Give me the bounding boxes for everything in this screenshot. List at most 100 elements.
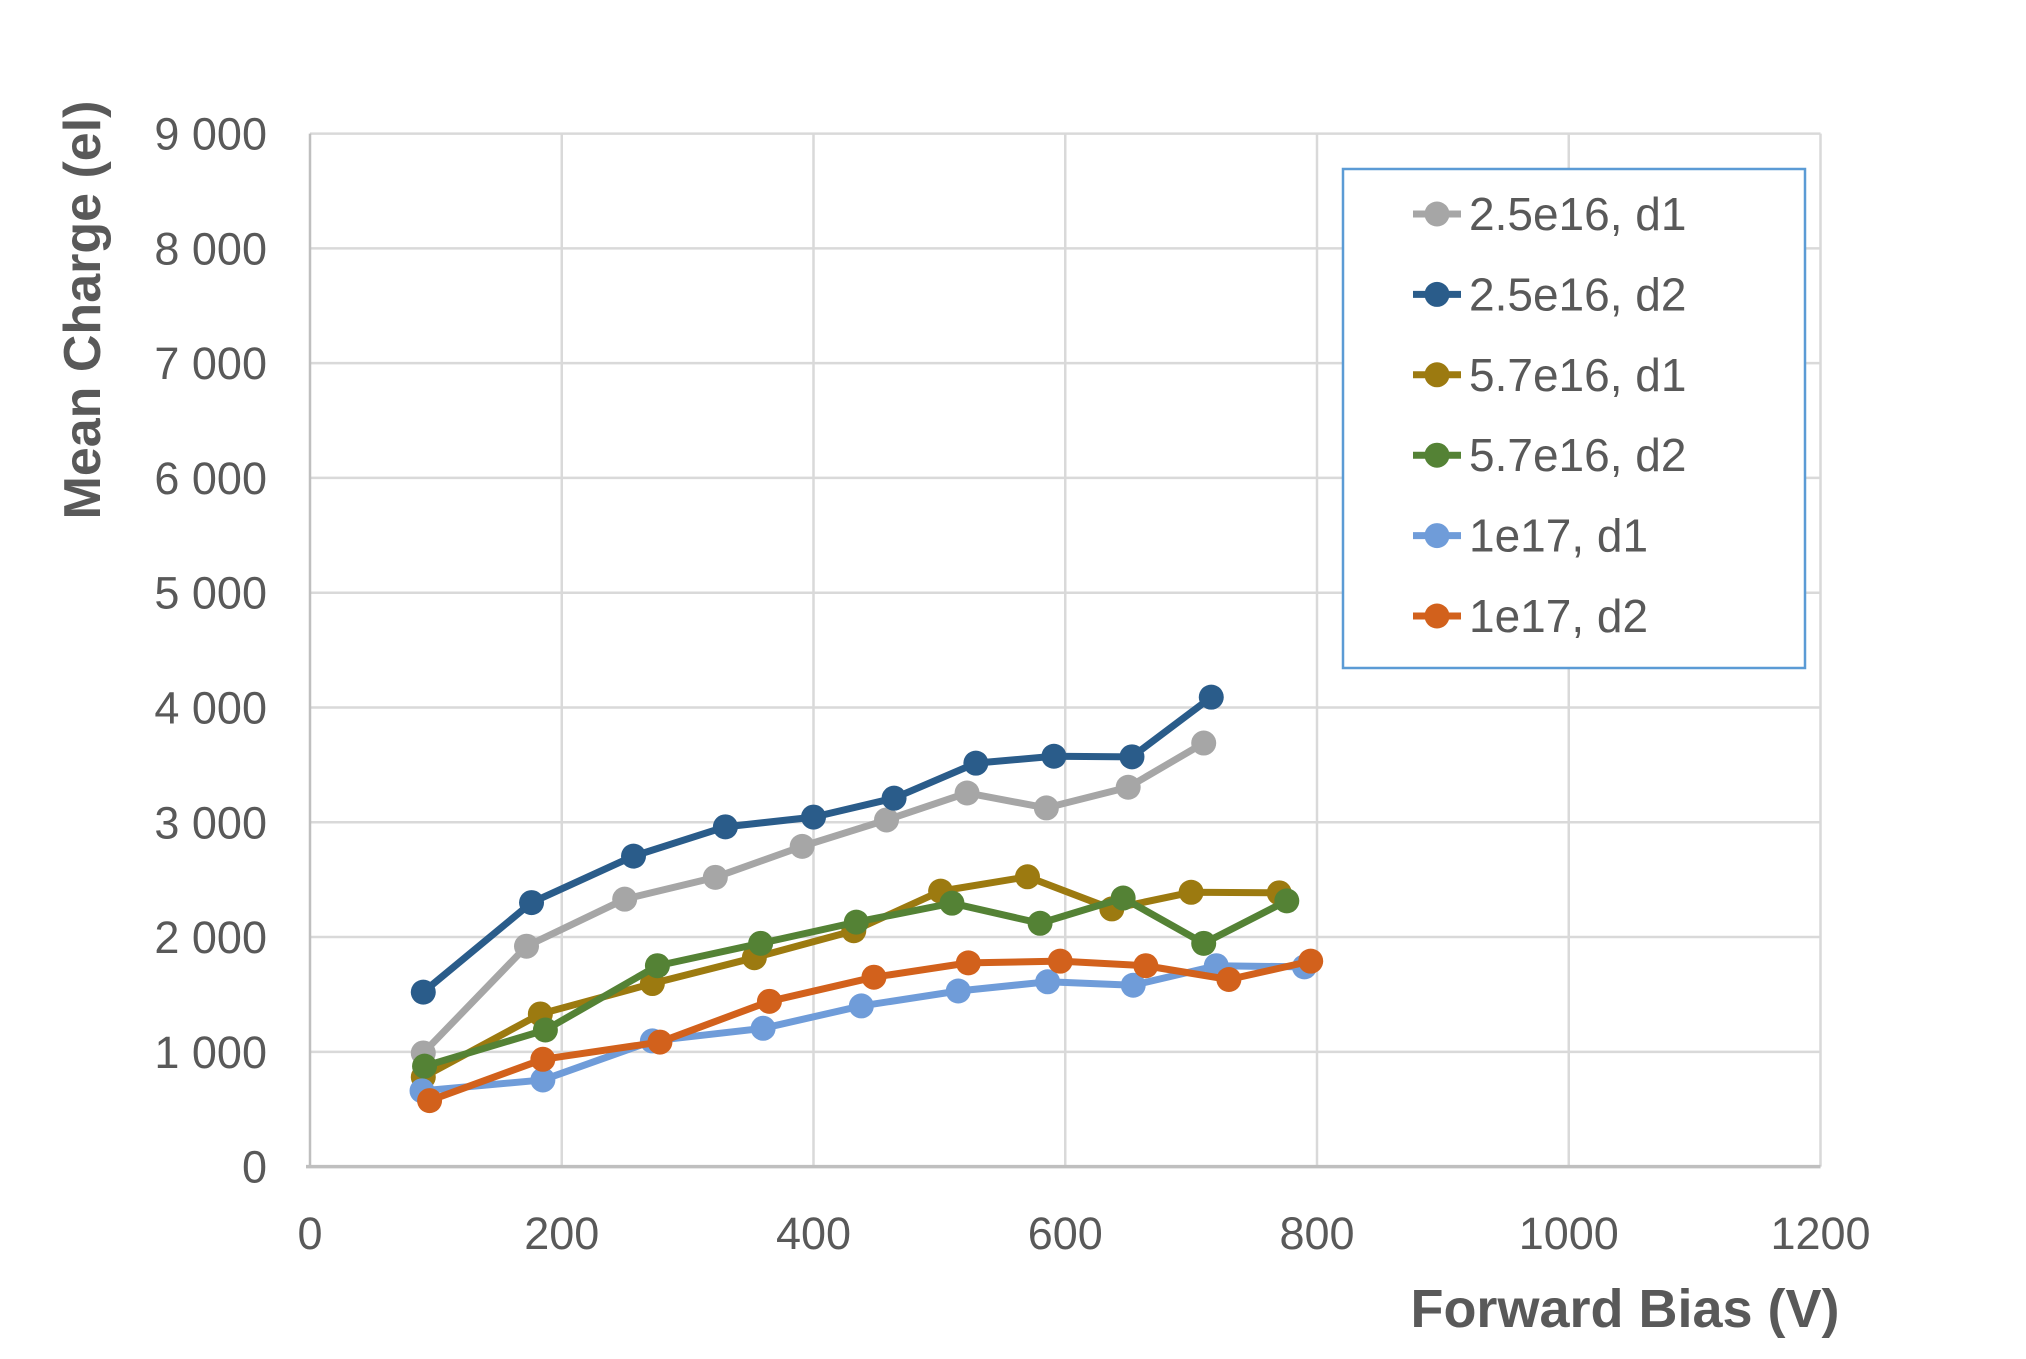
series-2-5e16-d1 (410, 730, 1217, 1066)
legend-entry-1e17-d1: 1e17, d1 (1413, 510, 1648, 562)
series-line-1e17-d2 (426, 957, 1315, 1105)
data-point-1e17-d2-8 (1216, 967, 1242, 993)
tick-labels: 0 1 000 2 000 3 000 4 000 5 000 6 000 7 000 8 00… (154, 109, 1870, 1259)
y-axis-title: Mean Charge (el) (54, 101, 112, 520)
data-point-2-5e16-d1-5 (874, 807, 900, 833)
data-point-1e17-d1-7 (1120, 972, 1146, 998)
legend-entry-1e17-d2: 1e17, d2 (1413, 590, 1648, 642)
y-tick-label-0: 0 (242, 1142, 267, 1193)
legend: 2.5e16, d1 2.5e16, d2 5.7e16, d1 5.7e16, d2… (1341, 167, 1807, 670)
data-point-2-5e16-d1-7 (1033, 795, 1059, 821)
data-point-2-5e16-d2-1 (519, 890, 545, 916)
data-point-1e17-d2-3 (756, 988, 782, 1014)
data-point-1e17-d2-0 (417, 1088, 443, 1114)
data-point-1e17-d2-7 (1133, 953, 1159, 979)
data-point-5-7e16-d1-6 (1014, 864, 1040, 890)
x-tick-label-0: 0 (297, 1208, 322, 1259)
legend-marker-dot-2-5e16-d1 (1424, 201, 1450, 227)
legend-marker-dot-5-7e16-d1 (1424, 362, 1450, 388)
data-point-5-7e16-d2-2 (644, 953, 670, 979)
data-point-1e17-d2-5 (955, 950, 981, 976)
y-tick-label-2000: 2 000 (154, 912, 267, 963)
legend-entry-2-5e16-d2: 2.5e16, d2 (1413, 268, 1686, 320)
data-point-2-5e16-d2-2 (620, 843, 646, 869)
legend-marker-dot-2-5e16-d2 (1424, 281, 1450, 307)
data-point-2-5e16-d1-6 (954, 780, 980, 806)
legend-marker-dot-1e17-d1 (1424, 523, 1450, 549)
series-line-5-7e16-d2 (421, 894, 1291, 1070)
legend-label-5-7e16-d1: 5.7e16, d1 (1469, 349, 1686, 401)
legend-label-2-5e16-d1: 2.5e16, d1 (1469, 188, 1686, 240)
data-point-2-5e16-d1-9 (1191, 730, 1217, 756)
data-point-5-7e16-d2-4 (843, 909, 869, 935)
y-tick-label-9000: 9 000 (154, 109, 267, 160)
x-tick-label-200: 200 (524, 1208, 599, 1259)
data-point-1e17-d1-6 (1035, 969, 1061, 995)
data-point-2-5e16-d2-3 (712, 814, 738, 840)
y-tick-label-1000: 1 000 (154, 1027, 267, 1078)
data-point-2-5e16-d1-8 (1115, 774, 1141, 800)
data-point-1e17-d1-5 (945, 978, 971, 1004)
data-point-1e17-d2-1 (530, 1046, 556, 1072)
legend-marker-dot-5-7e16-d2 (1424, 442, 1450, 468)
data-point-1e17-d2-9 (1298, 948, 1324, 974)
data-point-5-7e16-d2-8 (1191, 930, 1217, 956)
data-point-5-7e16-d2-3 (748, 930, 774, 956)
data-series (409, 684, 1324, 1114)
data-point-2-5e16-d1-4 (789, 833, 815, 859)
legend-label-2-5e16-d2: 2.5e16, d2 (1469, 268, 1686, 320)
data-point-1e17-d1-3 (750, 1015, 776, 1041)
data-point-1e17-d1-1 (530, 1067, 556, 1093)
legend-entry-5-7e16-d1: 5.7e16, d1 (1413, 349, 1686, 401)
x-axis-title: Forward Bias (V) (1410, 1279, 1839, 1339)
series-line-2-5e16-d1 (419, 739, 1208, 1057)
data-point-1e17-d2-4 (861, 964, 887, 990)
data-point-5-7e16-d2-5 (939, 890, 965, 916)
data-point-2-5e16-d2-6 (963, 750, 989, 776)
y-tick-label-6000: 6 000 (154, 453, 267, 504)
data-point-5-7e16-d2-1 (532, 1017, 558, 1043)
data-point-1e17-d1-4 (848, 993, 874, 1019)
series-line-1e17-d1 (418, 962, 1308, 1095)
data-point-2-5e16-d2-7 (1041, 743, 1067, 769)
legend-entry-2-5e16-d1: 2.5e16, d1 (1413, 188, 1686, 240)
x-tick-label-600: 600 (1028, 1208, 1103, 1259)
legend-label-5-7e16-d2: 5.7e16, d2 (1469, 429, 1686, 481)
data-point-5-7e16-d2-7 (1110, 885, 1136, 911)
data-point-5-7e16-d2-0 (412, 1053, 438, 1079)
series-5-7e16-d2 (412, 885, 1300, 1079)
axes (306, 133, 1821, 1169)
x-tick-label-400: 400 (776, 1208, 851, 1259)
data-point-5-7e16-d2-9 (1274, 888, 1300, 914)
legend-box (1341, 167, 1807, 670)
legend-label-1e17-d2: 1e17, d2 (1469, 590, 1648, 642)
data-point-1e17-d2-2 (647, 1029, 673, 1055)
data-point-5-7e16-d2-6 (1027, 910, 1053, 936)
data-point-2-5e16-d1-1 (514, 933, 540, 959)
data-point-2-5e16-d1-3 (702, 864, 728, 890)
x-tick-label-1200: 1200 (1770, 1208, 1870, 1259)
x-tick-label-800: 800 (1279, 1208, 1354, 1259)
data-point-5-7e16-d1-8 (1178, 879, 1204, 905)
data-point-2-5e16-d2-0 (410, 979, 436, 1005)
y-tick-label-4000: 4 000 (154, 682, 267, 733)
data-point-2-5e16-d2-8 (1119, 744, 1145, 770)
data-point-1e17-d2-6 (1047, 948, 1073, 974)
data-point-2-5e16-d2-4 (801, 804, 826, 830)
data-point-2-5e16-d2-5 (881, 785, 907, 811)
series-2-5e16-d2 (410, 684, 1224, 1005)
series-line-2-5e16-d2 (419, 693, 1215, 996)
y-tick-label-8000: 8 000 (154, 223, 267, 274)
y-tick-label-5000: 5 000 (154, 568, 267, 619)
series-1e17-d2 (417, 948, 1324, 1114)
data-point-2-5e16-d2-9 (1198, 684, 1224, 710)
x-tick-label-1000: 1000 (1519, 1208, 1619, 1259)
legend-label-1e17-d1: 1e17, d1 (1469, 510, 1648, 562)
y-tick-label-3000: 3 000 (154, 797, 267, 848)
y-tick-label-7000: 7 000 (154, 338, 267, 389)
legend-entry-5-7e16-d2: 5.7e16, d2 (1413, 429, 1686, 481)
legend-marker-dot-1e17-d2 (1424, 603, 1450, 629)
data-point-2-5e16-d1-2 (612, 886, 638, 912)
